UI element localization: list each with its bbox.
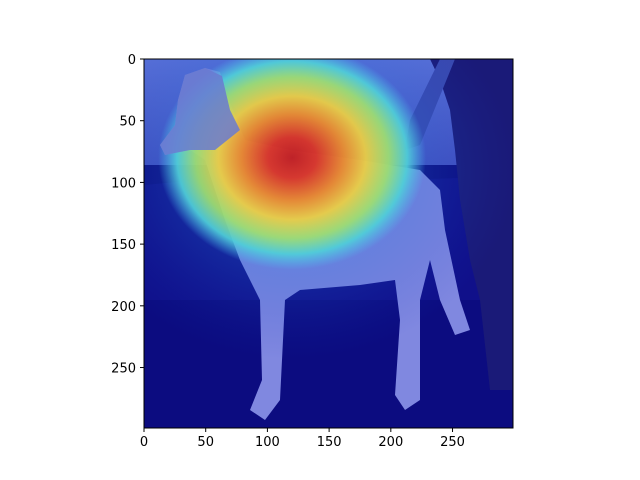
y-tick-label: 250: [111, 362, 136, 377]
plot-area: [144, 59, 513, 428]
x-tick-label: 250: [440, 435, 465, 450]
y-tick-label: 50: [119, 115, 136, 130]
y-axis: 0 50 100 150 200 250: [111, 53, 144, 377]
photo-dog-head: [160, 68, 240, 155]
x-tick-label: 200: [378, 435, 403, 450]
y-tick-label: 200: [111, 300, 136, 315]
x-axis: 0 50 100 150 200 250: [140, 428, 465, 450]
x-tick-label: 50: [197, 435, 214, 450]
x-tick-label: 100: [255, 435, 280, 450]
y-tick-label: 0: [128, 53, 136, 68]
y-tick-label: 100: [111, 176, 136, 191]
x-tick-label: 0: [140, 435, 148, 450]
x-tick-label: 150: [317, 435, 342, 450]
y-tick-label: 150: [111, 238, 136, 253]
axes-frame: [143, 58, 514, 429]
